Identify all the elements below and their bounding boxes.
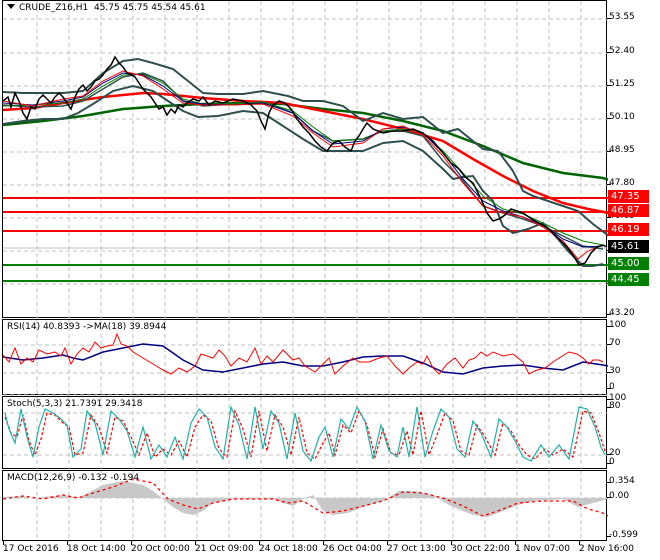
rsi-title: RSI(14) 40.8393 ->MA(18) 39.8944 xyxy=(7,322,167,332)
ohlc-values: 45.75 45.75 45.54 45.61 xyxy=(93,3,206,13)
rsi-ma-line xyxy=(3,343,608,375)
price-tick: 50.10 xyxy=(607,112,635,122)
stoch-k-line xyxy=(4,404,606,463)
macd-title: MACD(12,26,9) -0.132 -0.194 xyxy=(7,473,140,483)
ma-red xyxy=(3,91,608,215)
price-tick: 48.95 xyxy=(607,145,635,155)
level-tag-resistance: 46.87 xyxy=(608,204,649,217)
ma-green-fast xyxy=(3,73,604,246)
price-tick: 52.40 xyxy=(607,46,635,56)
time-tick: 24 Oct 18:00 xyxy=(259,544,318,554)
macd-tick: 0.354 xyxy=(607,476,635,486)
main-price-pane[interactable]: CRUDE_Z16,H1 45.75 45.75 45.54 45.61 xyxy=(2,0,608,319)
collapse-triangle-icon[interactable] xyxy=(7,4,15,9)
price-axis: 53.55 52.40 51.25 50.10 48.95 47.80 46.6… xyxy=(607,0,660,318)
time-tick: 20 Oct 00:00 xyxy=(131,544,190,554)
level-tag-resistance: 46.19 xyxy=(608,223,649,236)
symbol-label: CRUDE_Z16,H1 xyxy=(19,3,89,13)
rsi-tick: 0 xyxy=(607,382,615,392)
time-tick: 26 Oct 04:00 xyxy=(323,544,382,554)
price-tick: 53.55 xyxy=(607,12,635,22)
time-tick: 2 Nov 16:00 xyxy=(579,544,634,554)
ma-green-slow xyxy=(3,101,608,181)
stochastic-chart-svg xyxy=(3,397,608,470)
rsi-pane[interactable]: RSI(14) 40.8393 ->MA(18) 39.8944 xyxy=(2,319,608,396)
time-tick: 30 Oct 22:00 xyxy=(451,544,510,554)
time-tick: 18 Oct 14:00 xyxy=(67,544,126,554)
time-tick: 27 Oct 13:00 xyxy=(387,544,446,554)
macd-signal-line xyxy=(3,478,608,517)
macd-histogram xyxy=(3,481,608,517)
rsi-chart-svg xyxy=(3,320,608,396)
rsi-tick: 30 xyxy=(606,366,621,376)
bollinger-middle xyxy=(3,72,604,250)
time-tick: 17 Oct 2016 xyxy=(3,544,59,554)
macd-axis: 0.354 0.00 -0.599 xyxy=(606,470,660,541)
price-tick: 47.80 xyxy=(607,178,635,188)
macd-chart-svg xyxy=(3,471,608,542)
level-tag-support: 44.45 xyxy=(608,273,649,286)
price-tick: 51.25 xyxy=(607,79,635,89)
level-tag-resistance: 47.35 xyxy=(608,190,649,203)
stoch-tick: 0 xyxy=(607,457,615,467)
price-bars xyxy=(3,55,608,266)
ma-blue-fast xyxy=(3,72,604,248)
last-price-tag: 45.61 xyxy=(608,240,649,253)
rsi-axis: 100 70 30 0 xyxy=(606,319,660,395)
macd-tick: 0.00 xyxy=(606,491,630,501)
price-tick: 43.20 xyxy=(607,308,635,318)
bollinger-lower xyxy=(3,84,604,267)
stochastic-pane[interactable]: Stoch(5,3,3) 21.7391 29.3418 xyxy=(2,396,608,470)
chart-title: CRUDE_Z16,H1 45.75 45.75 45.54 45.61 xyxy=(7,3,206,13)
stoch-tick: 20 xyxy=(606,448,621,458)
macd-tick: -0.599 xyxy=(606,530,639,540)
time-tick: 21 Oct 09:00 xyxy=(195,544,254,554)
stoch-tick: 100 xyxy=(606,393,627,403)
stochastic-title: Stoch(5,3,3) 21.7391 29.3418 xyxy=(7,399,143,409)
rsi-tick: 70 xyxy=(606,338,621,348)
level-tag-support: 45.00 xyxy=(608,257,649,270)
ma-red-fast xyxy=(3,70,604,260)
rsi-tick: 100 xyxy=(606,320,627,330)
macd-pane[interactable]: MACD(12,26,9) -0.132 -0.194 xyxy=(2,470,608,542)
time-axis: 17 Oct 2016 18 Oct 14:00 20 Oct 00:00 21… xyxy=(0,541,660,560)
support-resistance-lines xyxy=(3,197,608,282)
stoch-tick: 80 xyxy=(606,401,621,411)
price-chart-svg xyxy=(3,1,608,319)
time-tick: 1 Nov 07:00 xyxy=(515,544,570,554)
stochastic-axis: 100 80 20 0 xyxy=(606,393,660,469)
rsi-line xyxy=(3,332,604,375)
stoch-d-line xyxy=(4,408,606,460)
